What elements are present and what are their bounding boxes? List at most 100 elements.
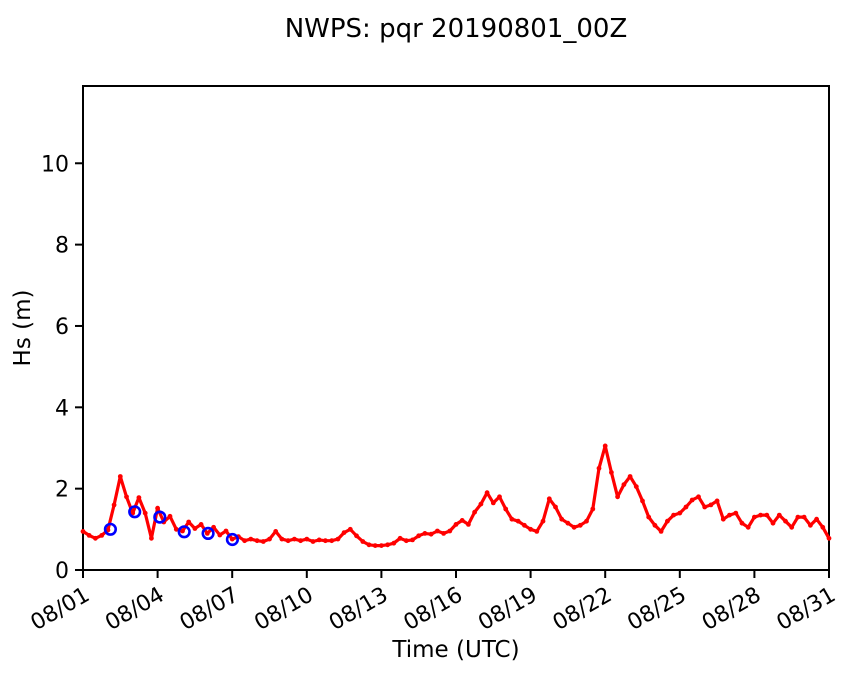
model-hs-point — [267, 536, 272, 542]
model-hs-point — [167, 513, 173, 519]
model-hs-point — [435, 528, 440, 534]
model-hs-point — [279, 536, 285, 542]
model-hs-point — [540, 518, 546, 524]
model-hs-point — [130, 510, 136, 516]
model-hs-point — [391, 540, 397, 546]
observation-marker — [225, 532, 239, 547]
observation-marker — [177, 525, 191, 539]
model-hs-point — [335, 536, 341, 542]
model-hs-point — [652, 522, 658, 528]
x-tick-label: 08/19 — [474, 583, 541, 636]
model-hs-point — [403, 538, 409, 544]
model-hs-point — [329, 538, 335, 544]
model-hs-point — [559, 516, 565, 522]
model-hs-point — [478, 501, 484, 507]
x-tick-label: 08/07 — [176, 583, 243, 636]
model-hs-point — [565, 520, 571, 526]
model-hs-point — [453, 522, 459, 527]
model-hs-point — [783, 518, 788, 524]
plot-frame — [82, 85, 830, 571]
x-tick-label: 08/16 — [400, 583, 467, 636]
model-hs-point — [441, 531, 446, 536]
model-hs-point — [689, 497, 695, 503]
model-hs-point — [733, 510, 739, 516]
model-hs-point — [764, 512, 770, 518]
model-hs-point — [360, 539, 366, 544]
model-hs-point — [820, 524, 826, 530]
plot-series — [80, 443, 832, 548]
model-hs-point — [658, 529, 664, 534]
model-hs-point — [522, 522, 527, 528]
x-tick-label: 08/13 — [325, 583, 392, 636]
x-tick-label: 08/22 — [549, 583, 616, 636]
observation-marker — [201, 526, 215, 541]
model-hs-point — [242, 538, 248, 544]
model-hs-point — [229, 536, 235, 542]
model-hs-point — [546, 496, 552, 502]
model-hs-point — [416, 533, 422, 539]
x-axis-label: Time (UTC) — [391, 637, 519, 663]
model-hs-point — [86, 533, 92, 538]
model-hs-point — [534, 529, 540, 534]
model-hs-point — [93, 535, 98, 541]
observation-marker — [153, 510, 167, 524]
model-hs-point — [80, 529, 86, 534]
model-hs-point — [795, 514, 801, 520]
model-hs-point — [273, 529, 279, 534]
model-hs-point — [739, 520, 745, 526]
model-hs-point — [609, 470, 614, 475]
model-hs-point — [584, 518, 589, 524]
model-hs-point — [422, 531, 428, 536]
model-hs-point — [596, 465, 602, 471]
model-hs-point — [472, 509, 477, 515]
model-hs-point — [285, 538, 291, 544]
chart-title: NWPS: pqr 20190801_00Z — [285, 14, 628, 44]
model-hs-point — [683, 504, 689, 510]
model-hs-point — [671, 512, 676, 518]
model-hs-point — [99, 533, 105, 538]
model-hs-point — [173, 526, 179, 532]
model-hs-point — [260, 539, 266, 544]
model-hs-point — [323, 538, 328, 544]
model-hs-point — [136, 495, 142, 500]
x-tick-label: 08/31 — [773, 583, 840, 636]
model-hs-point — [814, 516, 819, 522]
model-hs-point — [615, 494, 620, 500]
model-hs-point — [497, 494, 502, 500]
model-hs-point — [633, 484, 639, 489]
model-hs-point — [752, 514, 757, 520]
model-hs-point — [192, 526, 198, 531]
model-hs-point — [155, 505, 161, 511]
model-hs-point — [217, 532, 223, 538]
model-hs-point — [385, 542, 390, 548]
model-hs-point — [509, 516, 515, 522]
model-hs-point — [347, 526, 353, 532]
model-hs-point — [354, 533, 359, 539]
model-hs-point — [341, 530, 347, 535]
model-hs-point — [459, 518, 465, 523]
x-tick-label: 08/28 — [698, 583, 765, 636]
model-hs-point — [180, 528, 185, 534]
y-tick-label: 0 — [55, 559, 69, 584]
x-tick-label: 08/01 — [27, 583, 94, 636]
model-hs-point — [708, 502, 714, 508]
x-tick-label: 08/25 — [623, 583, 690, 636]
model-hs-point — [720, 516, 726, 522]
model-hs-point — [553, 504, 558, 510]
model-hs-point — [727, 512, 732, 518]
model-hs-point — [111, 502, 117, 508]
model-hs-point — [577, 522, 583, 528]
model-hs-point — [826, 535, 832, 541]
model-hs-point — [490, 500, 496, 506]
model-hs-point — [254, 538, 260, 544]
y-tick-label: 4 — [55, 396, 69, 421]
model-hs-point — [124, 494, 129, 500]
model-hs-point — [770, 520, 776, 526]
model-hs-point — [776, 512, 782, 518]
y-tick-label: 8 — [55, 234, 69, 259]
model-hs-point — [149, 535, 154, 541]
model-hs-point — [248, 536, 254, 542]
model-hs-point — [310, 539, 316, 544]
